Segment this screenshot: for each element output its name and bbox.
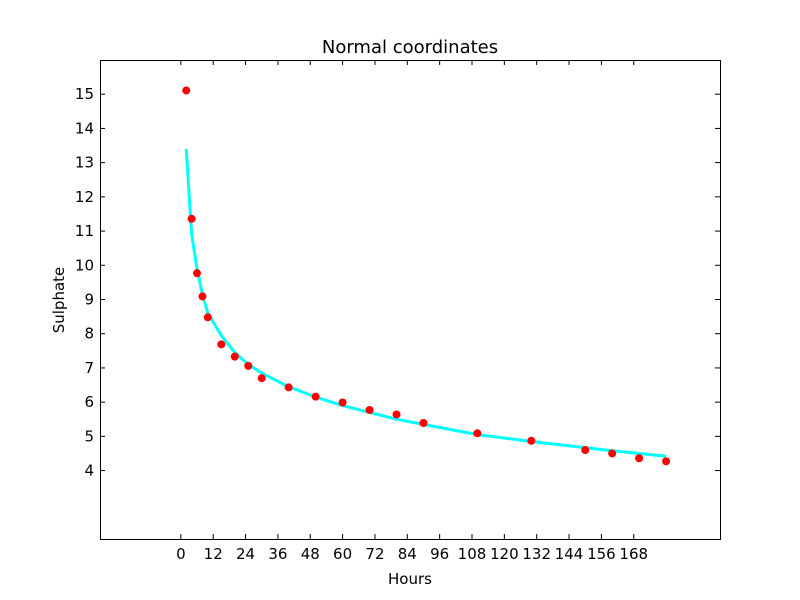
x-tick-label: 84: [398, 545, 417, 563]
data-point: [257, 374, 266, 383]
x-tick-label: 0: [176, 545, 186, 563]
data-point: [662, 457, 671, 466]
x-tick-label: 156: [587, 545, 616, 563]
data-point: [527, 436, 536, 445]
data-point: [244, 361, 253, 370]
plot-layer: 0 12 24 36 48 60 72 84 96 108 120 132 144 156 168 4 5 6 7 8…: [75, 60, 720, 563]
y-tick-label: 12: [75, 188, 94, 206]
data-point: [182, 86, 191, 95]
data-point: [473, 429, 482, 438]
x-tick-label: 36: [268, 545, 287, 563]
y-tick-label: 7: [84, 359, 94, 377]
data-point: [187, 214, 196, 223]
data-point: [284, 383, 293, 392]
data-point: [311, 392, 320, 401]
x-tick-label: 168: [619, 545, 648, 563]
x-tick-label: 60: [333, 545, 352, 563]
y-tick-label: 11: [75, 222, 94, 240]
y-tick-label: 5: [84, 427, 94, 445]
data-point: [217, 340, 226, 349]
data-point: [635, 454, 644, 463]
x-tick-label: 24: [236, 545, 255, 563]
x-tick-label: 108: [458, 545, 487, 563]
x-tick-label: 132: [522, 545, 551, 563]
data-point: [203, 313, 212, 322]
data-point: [419, 419, 428, 428]
chart-title: Normal coordinates: [322, 37, 498, 58]
x-tick-label: 48: [301, 545, 320, 563]
data-point: [581, 446, 590, 455]
x-tick-label: 12: [204, 545, 223, 563]
x-tick-label: 120: [490, 545, 519, 563]
data-point: [608, 449, 617, 458]
x-axis-label: Hours: [388, 570, 432, 588]
y-tick-label: 15: [75, 85, 94, 103]
y-tick-label: 9: [84, 291, 94, 309]
data-point: [198, 292, 207, 301]
x-tick-label: 72: [365, 545, 384, 563]
x-tick-label: 144: [555, 545, 584, 563]
y-tick-label: 13: [75, 154, 94, 172]
x-tick-label: 96: [430, 545, 449, 563]
data-point: [392, 410, 401, 419]
y-tick-label: 8: [84, 325, 94, 343]
plot-frame: [100, 60, 721, 540]
y-tick-label: 6: [84, 393, 94, 411]
y-tick-label: 4: [84, 462, 94, 480]
y-tick-label: 14: [75, 119, 94, 137]
data-point: [338, 398, 347, 407]
y-tick-label: 10: [75, 256, 94, 274]
data-point: [365, 406, 374, 415]
data-point: [193, 269, 202, 278]
data-point: [230, 352, 239, 361]
y-axis-label: Sulphate: [50, 267, 68, 334]
